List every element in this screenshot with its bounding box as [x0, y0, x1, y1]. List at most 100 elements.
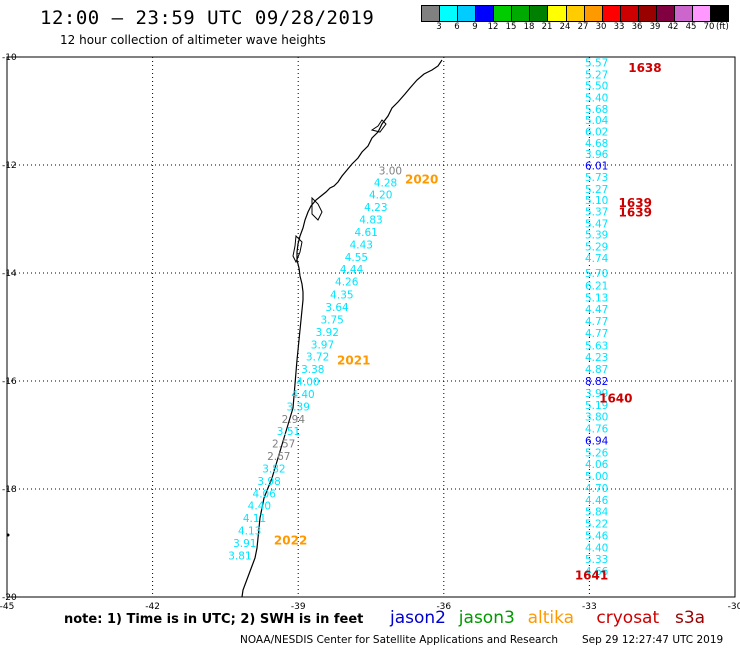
swh-value-label: 3.91: [233, 538, 256, 550]
scale-swatch: [638, 6, 657, 21]
lat-tick-label: -20: [2, 593, 17, 603]
swh-value-label: 4.35: [330, 290, 353, 302]
map-frame: [6, 56, 736, 598]
swh-value-label: 4.40: [585, 542, 608, 554]
generation-timestamp: Sep 29 12:27:47 UTC 2019: [582, 634, 724, 646]
swh-value-label: 3.80: [585, 412, 608, 424]
swh-value-label: 4.68: [585, 138, 608, 150]
swh-value-label: 4.74: [585, 253, 609, 265]
lon-tick-label: -45: [0, 602, 14, 612]
swh-value-label: 5.27: [585, 69, 608, 81]
pass-time-label: 1639: [619, 206, 652, 220]
swh-value-label: 5.37: [585, 206, 608, 218]
swh-value-label: 3.98: [257, 476, 280, 488]
swh-value-label: 3.97: [311, 339, 334, 351]
swh-value-label: 5.68: [585, 104, 608, 116]
scale-label: 45: [685, 22, 697, 32]
scale-swatch: [566, 6, 585, 21]
pass-time-label: 2020: [405, 173, 438, 187]
swh-value-label: 4.61: [354, 227, 377, 239]
scale-label: 18: [523, 22, 535, 32]
scale-swatch: [440, 6, 459, 21]
scale-swatch: [494, 6, 513, 21]
swh-value-label: 5.27: [585, 184, 608, 196]
pass-time-label: 1641: [575, 568, 608, 582]
lat-tick-label: -12: [2, 161, 17, 171]
swh-value-label: 3.00: [379, 165, 402, 177]
map-subtitle: 12 hour collection of altimeter wave hei…: [60, 33, 326, 47]
lat-tick-label: -10: [2, 53, 17, 63]
swh-value-label: 3.75: [320, 314, 343, 326]
swh-value-label: 3.64: [325, 302, 349, 314]
island-dot: [6, 533, 10, 537]
swh-value-label: 4.06: [585, 459, 609, 471]
swh-value-label: 5.33: [585, 554, 608, 566]
satellite-cryosat: cryosat: [596, 608, 660, 628]
swh-value-label: 4.66: [585, 566, 609, 578]
swh-value-label: 4.46: [585, 495, 609, 507]
scale-swatch: [584, 6, 603, 21]
swh-value-label: 4.23: [364, 202, 387, 214]
swh-value-label: 3.38: [301, 364, 324, 376]
scale-label: 33: [613, 22, 625, 32]
map-title: 12:00 – 23:59 UTC 09/28/2019: [40, 7, 375, 29]
bay-outline: [311, 196, 323, 221]
swh-value-label: 5.47: [585, 218, 608, 230]
footer-note: note: 1) Time is in UTC; 2) SWH is in fe…: [64, 612, 364, 627]
swh-value-label: 5.40: [585, 93, 608, 105]
swh-value-label: 8.82: [585, 376, 608, 388]
scale-swatch: [692, 6, 711, 21]
swh-value-label: 3.72: [306, 352, 329, 364]
pass-time-label: 1640: [599, 391, 632, 405]
scale-swatch: [711, 6, 729, 21]
swh-value-label: 6.21: [585, 280, 608, 292]
swh-value-label: 3.82: [262, 463, 285, 475]
swh-value-label: 5.13: [585, 292, 608, 304]
swh-value-label: 4.47: [585, 304, 608, 316]
scale-label: 42: [667, 22, 679, 32]
swh-value-label: 6.02: [585, 127, 608, 139]
scale-label: 15: [505, 22, 517, 32]
swh-value-label: 3.92: [316, 327, 339, 339]
swh-value-label: 4.55: [345, 252, 368, 264]
scale-swatch: [530, 6, 549, 21]
scale-swatch: [476, 6, 495, 21]
scale-label: 36: [631, 22, 643, 32]
lon-tick-label: -30: [728, 602, 740, 612]
swh-value-label: 3.81: [228, 550, 251, 562]
swh-value-label: 3.39: [287, 401, 310, 413]
swh-value-label: 2.57: [272, 439, 295, 451]
swh-value-label: 4.43: [350, 239, 373, 251]
swh-value-label: 2.67: [267, 451, 290, 463]
lat-tick-label: -16: [2, 377, 17, 387]
scale-swatch: [548, 6, 567, 21]
swh-value-label: 5.00: [585, 471, 608, 483]
swh-value-label: 4.83: [359, 215, 382, 227]
swh-value-label: 4.13: [238, 526, 261, 538]
swh-value-label: 4.77: [585, 328, 608, 340]
scale-label: 12: [487, 22, 499, 32]
scale-swatch: [656, 6, 675, 21]
lat-tick-label: -18: [2, 485, 17, 495]
swh-value-label: 4.77: [585, 316, 608, 328]
pass-time-label: 2022: [274, 533, 307, 547]
pass-time-label: 2021: [337, 353, 370, 367]
swh-value-label: 6.94: [585, 435, 609, 447]
scale-swatch: [458, 6, 477, 21]
swh-value-label: 5.39: [585, 230, 608, 242]
scale-label: 3: [436, 22, 442, 32]
satellite-jason2: jason2: [390, 608, 446, 628]
color-scale-unit: (ft): [716, 22, 729, 32]
swh-value-label: 3.99: [585, 388, 608, 400]
coastline: [241, 59, 443, 598]
lon-tick-label: -39: [291, 602, 306, 612]
swh-value-label: 2.94: [282, 414, 306, 426]
swh-value-label: 4.70: [585, 483, 608, 495]
satellite-s3a: s3a: [675, 608, 706, 628]
scale-label: 21: [541, 22, 553, 32]
scale-label: 24: [559, 22, 571, 32]
satellite-altika: altika: [527, 608, 575, 628]
swh-value-label: 5.63: [585, 340, 608, 352]
scale-swatch: [512, 6, 531, 21]
